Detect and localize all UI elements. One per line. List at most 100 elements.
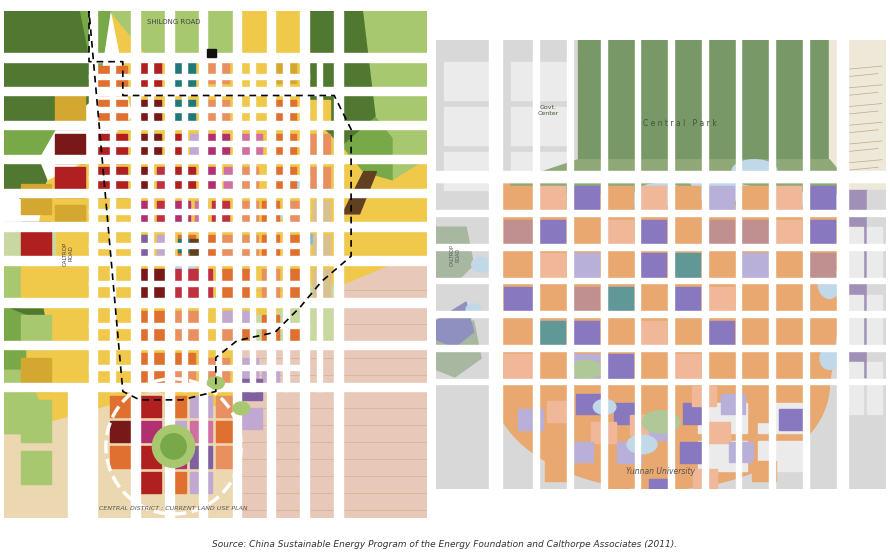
Bar	[547, 402, 571, 422]
Bar	[496, 40, 502, 489]
Bar	[511, 152, 567, 190]
Bar	[504, 287, 531, 313]
Bar	[443, 108, 500, 144]
Bar	[55, 167, 85, 197]
Bar	[233, 11, 241, 518]
Bar	[98, 100, 127, 129]
Bar	[169, 353, 195, 366]
Bar	[758, 403, 807, 433]
Bar	[317, 62, 322, 391]
Bar	[335, 11, 343, 518]
Bar	[750, 402, 774, 422]
Bar	[533, 40, 539, 489]
Bar	[216, 446, 233, 468]
Ellipse shape	[841, 236, 855, 255]
Text: C e n t r a l   P a r k: C e n t r a l P a r k	[643, 119, 716, 128]
Bar	[21, 451, 51, 484]
Bar	[867, 295, 882, 347]
Polygon shape	[81, 11, 110, 96]
Bar	[699, 55, 747, 85]
Bar	[267, 11, 275, 518]
Bar	[110, 396, 132, 417]
Bar	[736, 40, 741, 489]
Bar	[174, 201, 190, 227]
Bar	[89, 209, 309, 214]
Bar	[571, 253, 599, 279]
Bar	[436, 176, 886, 182]
Bar	[578, 108, 635, 144]
Bar	[199, 11, 207, 518]
Bar	[241, 235, 258, 260]
Bar	[773, 253, 801, 279]
Bar	[684, 403, 708, 424]
Bar	[867, 190, 886, 377]
Bar	[21, 264, 51, 307]
Bar	[304, 167, 330, 193]
Bar	[803, 40, 809, 489]
Bar	[569, 442, 593, 462]
Bar	[263, 201, 279, 227]
Polygon shape	[492, 175, 841, 489]
Circle shape	[161, 433, 186, 459]
Bar	[157, 201, 169, 227]
Bar	[504, 321, 531, 347]
Bar	[283, 62, 288, 391]
Bar	[271, 133, 296, 159]
Polygon shape	[4, 307, 26, 370]
Bar	[199, 358, 229, 387]
Bar	[271, 100, 296, 125]
Bar	[604, 186, 633, 212]
Bar	[672, 354, 700, 381]
Bar	[263, 235, 279, 260]
Bar	[578, 62, 635, 100]
Bar	[157, 235, 174, 260]
Bar	[89, 141, 309, 146]
Bar	[190, 396, 212, 417]
Bar	[89, 73, 309, 78]
Bar	[867, 362, 882, 414]
Bar	[807, 186, 835, 212]
Bar	[157, 167, 169, 193]
Bar	[190, 446, 212, 468]
Ellipse shape	[571, 360, 601, 379]
Bar	[538, 321, 565, 347]
Bar	[758, 92, 807, 122]
Polygon shape	[68, 391, 89, 518]
Bar	[169, 370, 195, 387]
Bar	[174, 269, 212, 298]
Ellipse shape	[627, 435, 657, 454]
Bar	[237, 100, 263, 121]
Text: Govt.
Center: Govt. Center	[538, 105, 559, 116]
Bar	[140, 421, 161, 442]
Bar	[436, 244, 886, 250]
Bar	[779, 409, 804, 430]
Polygon shape	[4, 159, 47, 201]
Bar	[313, 201, 330, 227]
Bar	[604, 321, 633, 347]
Bar	[773, 220, 801, 246]
Bar	[577, 394, 601, 414]
Bar	[489, 40, 500, 489]
Text: Yunnan University: Yunnan University	[627, 468, 695, 477]
Bar	[287, 269, 304, 298]
Bar	[148, 62, 153, 391]
Bar	[263, 269, 279, 298]
Bar	[304, 133, 330, 159]
Bar	[241, 379, 263, 400]
Bar	[706, 287, 734, 313]
Polygon shape	[829, 40, 886, 190]
Bar	[89, 365, 309, 370]
Bar	[867, 227, 882, 279]
Bar	[706, 321, 734, 347]
Bar	[110, 446, 132, 468]
Ellipse shape	[732, 160, 777, 182]
Polygon shape	[436, 302, 473, 347]
Bar	[638, 253, 667, 279]
Bar	[638, 287, 667, 313]
Polygon shape	[4, 391, 237, 518]
Bar	[721, 394, 745, 414]
Bar	[135, 235, 152, 260]
Bar	[699, 92, 747, 122]
Bar	[807, 220, 835, 246]
Bar	[436, 345, 886, 351]
